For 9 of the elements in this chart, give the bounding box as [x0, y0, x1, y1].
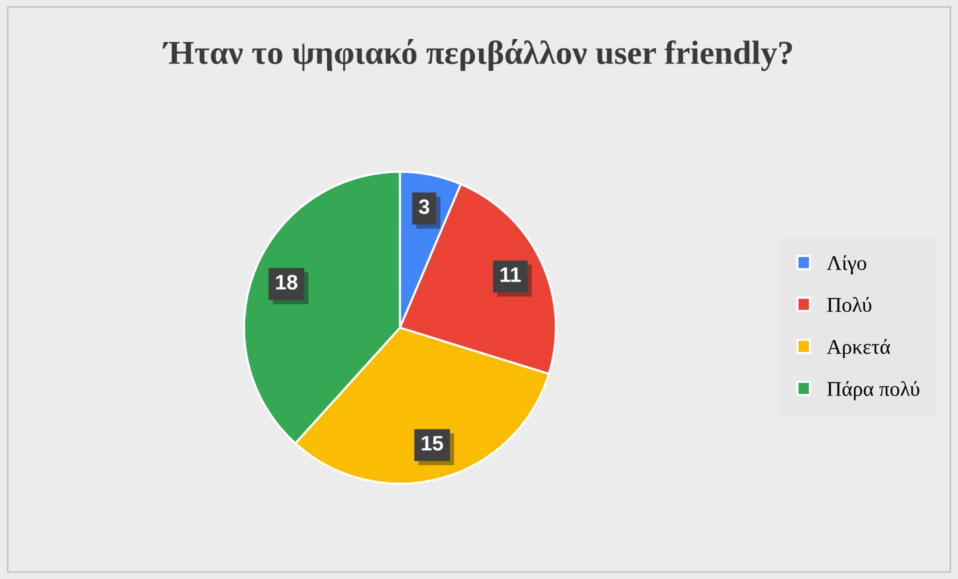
data-label: 18 [276, 274, 298, 290]
legend-label: Πολύ [827, 297, 872, 312]
data-label: 11 [500, 268, 521, 282]
data-label: 3 [418, 199, 430, 214]
data-label: 15 [422, 436, 444, 451]
chart-title: Ήταν το ψηφιακό περιβάλλον user friendly? [162, 39, 792, 71]
legend-label: Λίγο [826, 255, 866, 274]
legend-label: Πάρα πολύ [827, 381, 920, 400]
legend-label: Αρκετά [826, 339, 890, 358]
